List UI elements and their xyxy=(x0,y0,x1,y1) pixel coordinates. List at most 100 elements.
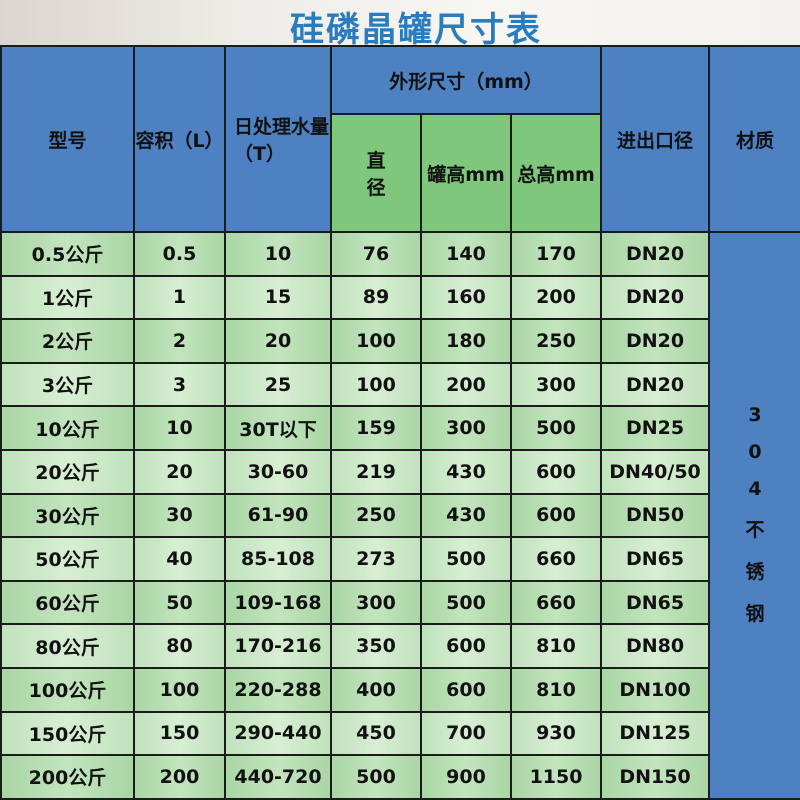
cell-port: DN50 xyxy=(600,492,711,539)
table-row: 150公斤 150 290-440 450 700 930 DN125 xyxy=(0,710,800,757)
cell-diameter: 250 xyxy=(330,492,422,539)
material-char: 0 xyxy=(748,441,762,464)
cell-port: DN125 xyxy=(600,710,711,757)
cell-diameter: 400 xyxy=(330,666,422,713)
header-tank-height: 罐高mm xyxy=(420,113,512,233)
cell-daily: 109-168 xyxy=(224,579,332,626)
cell-volume: 10 xyxy=(133,405,226,451)
cell-tank-height: 180 xyxy=(420,318,512,364)
material-char: 不 xyxy=(745,519,765,542)
cell-model: 100公斤 xyxy=(0,666,135,713)
header-volume: 容积（L） xyxy=(133,45,226,233)
material-text: 3 0 4 不锈钢 xyxy=(710,404,800,626)
cell-model: 200公斤 xyxy=(0,754,135,800)
cell-diameter: 76 xyxy=(330,231,422,277)
title-band: 硅磷晶罐尺寸表 xyxy=(0,0,800,50)
table-row: 10公斤 10 30T以下 159 300 500 DN25 xyxy=(0,405,800,451)
cell-model: 50公斤 xyxy=(0,536,135,582)
cell-daily: 440-720 xyxy=(224,754,332,800)
table-row: 80公斤 80 170-216 350 600 810 DN80 xyxy=(0,623,800,669)
cell-tank-height: 200 xyxy=(420,361,512,408)
cell-volume: 100 xyxy=(133,666,226,713)
cell-port: DN40/50 xyxy=(600,448,711,495)
cell-model: 3公斤 xyxy=(0,361,135,408)
cell-model: 150公斤 xyxy=(0,710,135,757)
cell-volume: 50 xyxy=(133,579,226,626)
cell-diameter: 300 xyxy=(330,579,422,626)
cell-tank-height: 700 xyxy=(420,710,512,757)
cell-model: 60公斤 xyxy=(0,579,135,626)
table-row: 3公斤 3 25 100 200 300 DN20 xyxy=(0,361,800,408)
cell-port: DN100 xyxy=(600,666,711,713)
table-row: 60公斤 50 109-168 300 500 660 DN65 xyxy=(0,579,800,626)
cell-daily: 25 xyxy=(224,361,332,408)
cell-total-height: 170 xyxy=(509,231,603,277)
cell-volume: 150 xyxy=(133,710,226,757)
cell-daily: 85-108 xyxy=(224,536,332,582)
cell-tank-height: 300 xyxy=(420,405,512,451)
header-material: 材质 xyxy=(708,45,800,233)
cell-material: 3 0 4 不锈钢 xyxy=(708,231,800,800)
cell-volume: 3 xyxy=(133,361,226,408)
cell-model: 2公斤 xyxy=(0,318,135,364)
cell-port: DN20 xyxy=(600,231,711,277)
cell-total-height: 600 xyxy=(509,492,603,539)
cell-diameter: 100 xyxy=(330,318,422,364)
cell-total-height: 200 xyxy=(509,274,603,321)
cell-port: DN65 xyxy=(600,536,711,582)
cell-total-height: 810 xyxy=(509,666,603,713)
cell-port: DN80 xyxy=(600,623,711,669)
cell-tank-height: 900 xyxy=(420,754,512,800)
table-row: 30公斤 30 61-90 250 430 600 DN50 xyxy=(0,492,800,539)
material-char: 锈 xyxy=(745,561,765,584)
cell-diameter: 89 xyxy=(330,274,422,321)
cell-volume: 2 xyxy=(133,318,226,364)
cell-total-height: 930 xyxy=(509,710,603,757)
cell-port: DN20 xyxy=(600,361,711,408)
material-char: 4 xyxy=(748,478,762,501)
cell-volume: 0.5 xyxy=(133,231,226,277)
cell-tank-height: 430 xyxy=(420,492,512,539)
cell-daily: 290-440 xyxy=(224,710,332,757)
cell-total-height: 810 xyxy=(509,623,603,669)
cell-tank-height: 500 xyxy=(420,536,512,582)
cell-diameter: 159 xyxy=(330,405,422,451)
cell-volume: 20 xyxy=(133,448,226,495)
cell-total-height: 600 xyxy=(509,448,603,495)
header-total-height: 总高mm xyxy=(509,113,603,233)
cell-volume: 1 xyxy=(133,274,226,321)
cell-port: DN20 xyxy=(600,274,711,321)
header-model: 型号 xyxy=(0,45,135,233)
cell-daily: 30T以下 xyxy=(224,405,332,451)
cell-total-height: 660 xyxy=(509,536,603,582)
header-port: 进出口径 xyxy=(600,45,711,233)
table-row: 2公斤 2 20 100 180 250 DN20 xyxy=(0,318,800,364)
cell-tank-height: 430 xyxy=(420,448,512,495)
cell-total-height: 250 xyxy=(509,318,603,364)
cell-diameter: 219 xyxy=(330,448,422,495)
cell-port: DN65 xyxy=(600,579,711,626)
cell-tank-height: 600 xyxy=(420,666,512,713)
cell-total-height: 500 xyxy=(509,405,603,451)
table-row: 50公斤 40 85-108 273 500 660 DN65 xyxy=(0,536,800,582)
cell-daily: 20 xyxy=(224,318,332,364)
cell-daily: 220-288 xyxy=(224,666,332,713)
table-row: 100公斤 100 220-288 400 600 810 DN100 xyxy=(0,666,800,713)
table-row: 1公斤 1 15 89 160 200 DN20 xyxy=(0,274,800,321)
cell-daily: 61-90 xyxy=(224,492,332,539)
cell-model: 1公斤 xyxy=(0,274,135,321)
cell-volume: 30 xyxy=(133,492,226,539)
cell-diameter: 100 xyxy=(330,361,422,408)
cell-daily: 10 xyxy=(224,231,332,277)
page-title: 硅磷晶罐尺寸表 xyxy=(290,10,542,50)
cell-model: 0.5公斤 xyxy=(0,231,135,277)
table-row: 20公斤 20 30-60 219 430 600 DN40/50 xyxy=(0,448,800,495)
cell-model: 30公斤 xyxy=(0,492,135,539)
cell-tank-height: 160 xyxy=(420,274,512,321)
cell-volume: 200 xyxy=(133,754,226,800)
cell-total-height: 1150 xyxy=(509,754,603,800)
cell-port: DN20 xyxy=(600,318,711,364)
table-row: 0.5公斤 0.5 10 76 140 170 DN20 3 0 4 不锈钢 xyxy=(0,231,800,800)
cell-model: 20公斤 xyxy=(0,448,135,495)
header-dims: 外形尺寸（mm） xyxy=(329,45,603,115)
